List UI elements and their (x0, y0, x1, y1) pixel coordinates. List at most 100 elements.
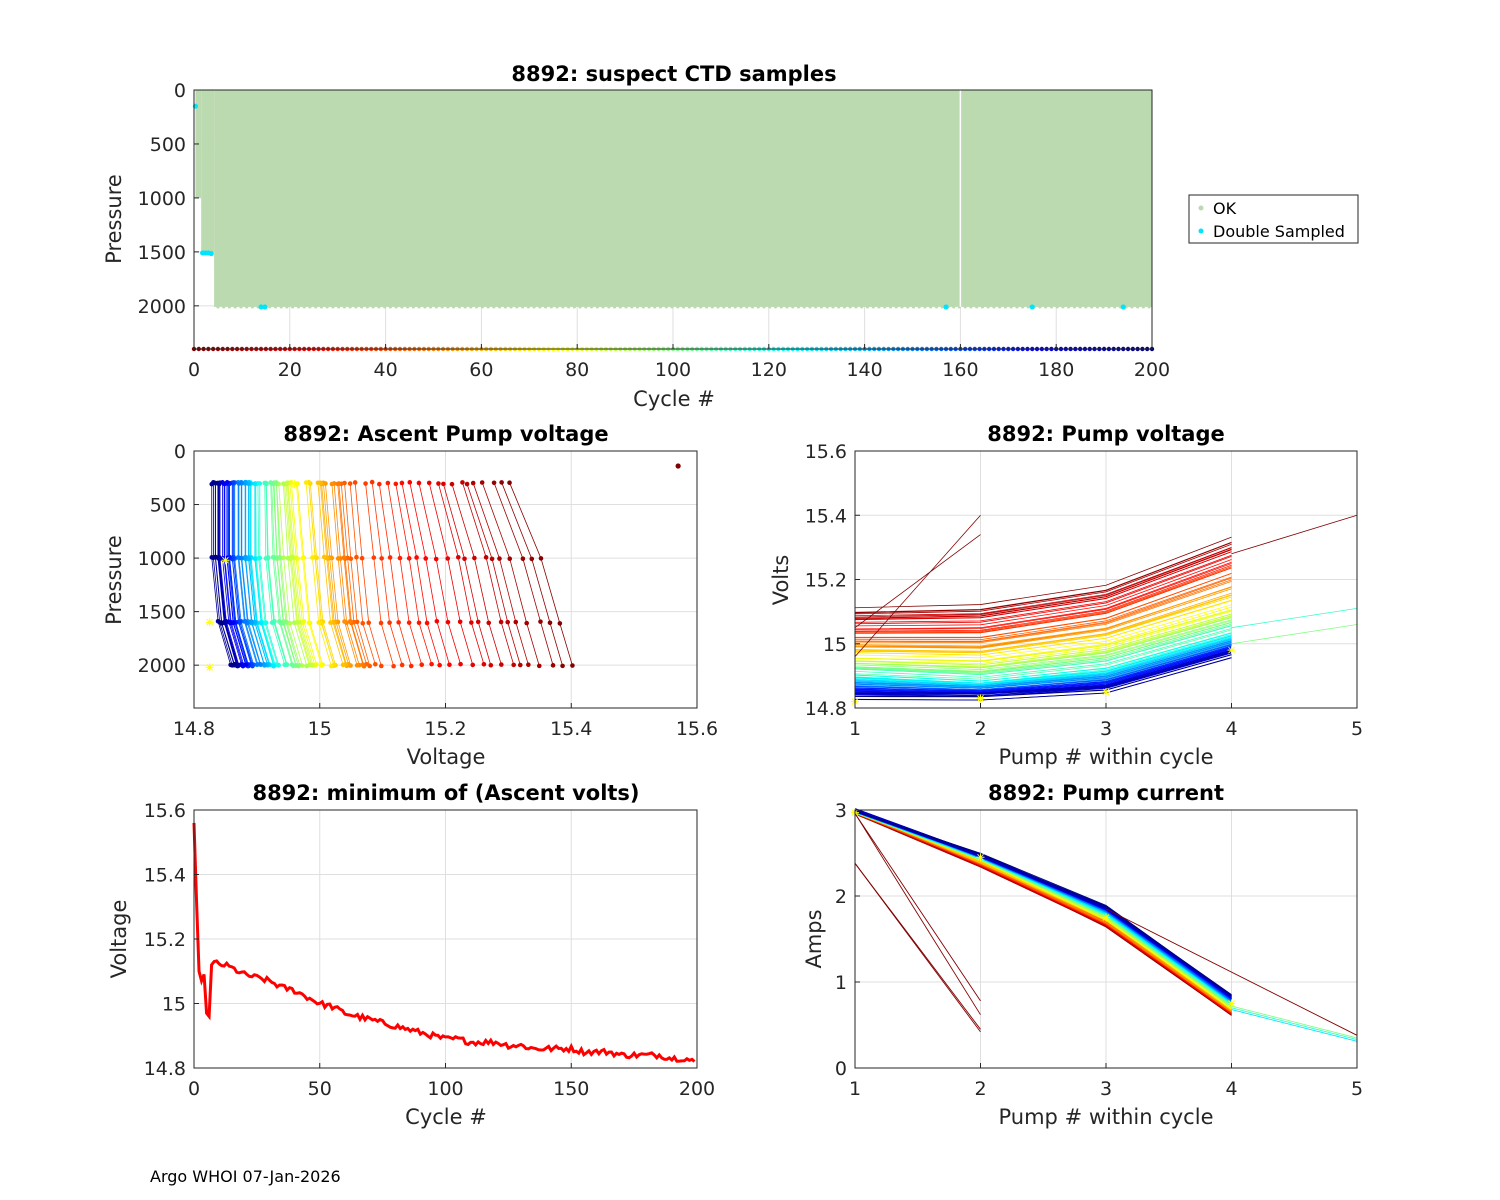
pump-voltage-line (854, 625, 1232, 676)
ok-sample-point (1061, 305, 1065, 309)
pump-voltage-line (854, 561, 1232, 630)
x-tick-label: 20 (278, 359, 302, 381)
double-sampled-point (262, 304, 268, 310)
ascent-profile-line (271, 483, 294, 666)
ascent-profile-line (443, 483, 492, 666)
ascent-profile-point (263, 620, 269, 626)
current-cycle-marker (205, 663, 214, 672)
ascent-profile-line (223, 483, 244, 667)
ascent-profile-point (475, 619, 481, 625)
ascent-profile-point (249, 619, 254, 624)
ok-sample-point (733, 305, 737, 309)
pump-current-line (854, 812, 1232, 1012)
ok-sample-point (653, 305, 657, 309)
ascent-profile-point (300, 555, 305, 561)
ok-sample-point (992, 305, 996, 309)
ok-sample-point (486, 305, 490, 309)
ascent-profile-point (538, 619, 543, 624)
ascent-profile-line (248, 483, 268, 665)
ascent-profile-point (406, 620, 412, 625)
ok-sample-point (883, 305, 887, 309)
pump-current-line (854, 809, 1232, 1010)
ascent-profile-line (493, 482, 554, 666)
x-tick-label: 40 (374, 359, 398, 381)
ascent-profile-point (457, 619, 463, 625)
pump-voltage-line (854, 609, 1232, 663)
x-tick-label: 140 (846, 359, 882, 381)
pump-voltage-line (854, 613, 1232, 666)
ok-sample-point (296, 305, 301, 309)
ascent-profile-point (524, 620, 529, 626)
ascent-profile-line (337, 483, 364, 665)
ascent-profile-point (213, 480, 218, 486)
y-tick-label: 1 (835, 972, 847, 994)
ascent-profile-point (481, 661, 487, 667)
ok-sample-point (710, 305, 714, 309)
ok-sample-point (779, 305, 783, 309)
ok-sample-point (365, 305, 369, 309)
ok-sample-point (607, 305, 611, 309)
ascent-profile-line (234, 482, 254, 665)
ascent-profile-point (486, 620, 492, 626)
x-axis-label: Pump # within cycle (999, 1105, 1214, 1129)
pump-voltage-line (854, 534, 981, 629)
ascent-profile-point (224, 480, 230, 485)
ascent-profile-line (259, 483, 280, 666)
ok-sample-point (658, 305, 663, 309)
plot-frame (854, 450, 1358, 709)
ascent-profile-point (445, 619, 451, 625)
chart-title: 8892: Pump current (988, 781, 1224, 805)
ascent-profile-point (547, 620, 553, 626)
ascent-profile-line (237, 482, 258, 665)
ascent-profile-point (291, 620, 297, 625)
pump-voltage-line (854, 576, 1232, 641)
pump-voltage-line (1231, 514, 1358, 555)
ascent-profile-point (560, 663, 565, 669)
y-tick-label: 15.4 (144, 865, 186, 887)
y-tick-label: 1500 (138, 242, 186, 264)
ascent-profile-point (499, 480, 504, 485)
ok-sample-point (934, 305, 939, 309)
ascent-profile-point (281, 481, 286, 487)
ok-sample-point (555, 305, 559, 309)
ascent-profile-point (429, 661, 434, 667)
x-tick-label: 15.2 (424, 718, 466, 740)
ok-sample-point (1072, 305, 1077, 309)
ascent-profile-line (387, 482, 423, 665)
ascent-profile-point (407, 480, 413, 485)
x-tick-label: 160 (942, 359, 978, 381)
ok-sample-point (842, 305, 847, 309)
ascent-profile-point (363, 481, 368, 486)
ok-sample-point (371, 305, 375, 309)
ok-sample-point (388, 305, 392, 309)
ascent-profile-point (303, 480, 309, 485)
pump-voltage-line (854, 654, 1232, 697)
ok-sample-point (429, 305, 433, 309)
x-tick-label: 3 (1100, 1078, 1112, 1100)
ok-sample-point (768, 305, 772, 309)
ok-sample-point (722, 305, 726, 309)
ok-sample-point (900, 305, 904, 309)
ok-sample-point (549, 305, 553, 309)
ascent-profile-point (354, 663, 360, 668)
ok-sample-point (1141, 305, 1145, 309)
ascent-profile-line (481, 482, 540, 667)
current-cycle-marker (1227, 646, 1236, 655)
y-tick-label: 3 (835, 800, 847, 822)
pump-current-line (854, 811, 1232, 1008)
y-tick-label: 15.2 (805, 570, 847, 592)
ok-sample-point (383, 305, 387, 309)
pump-current-line (854, 810, 1232, 1015)
ok-sample-point (1147, 305, 1151, 309)
plot-frame (193, 89, 1153, 350)
ascent-profile-point (269, 620, 275, 625)
ascent-profile-line (501, 482, 563, 666)
ok-sample-point (337, 305, 341, 309)
ascent-profile-point (257, 555, 263, 561)
pump-current-line (854, 810, 1232, 1011)
ascent-profile-point (219, 620, 225, 626)
ascent-profile-point (242, 618, 248, 624)
ascent-profile-point (315, 480, 321, 486)
ascent-profile-line (233, 482, 253, 667)
ascent-profile-line (395, 483, 432, 665)
